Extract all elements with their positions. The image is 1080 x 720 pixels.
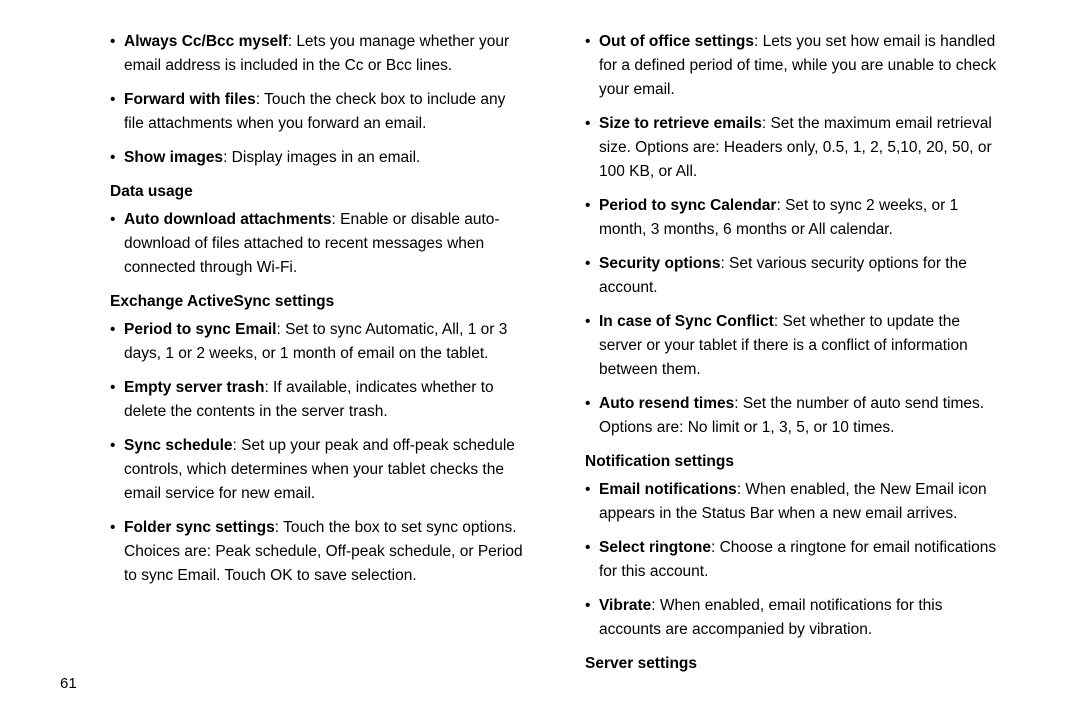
list-item: Size to retrieve emails: Set the maximum… [585, 112, 1000, 184]
list-item: Always Cc/Bcc myself: Lets you manage wh… [110, 30, 525, 78]
list-item: Folder sync settings: Touch the box to s… [110, 516, 525, 588]
page-number: 61 [60, 675, 77, 692]
list-item: Select ringtone: Choose a ringtone for e… [585, 536, 1000, 584]
list-exchange-activesync: Period to sync Email: Set to sync Automa… [110, 318, 525, 588]
left-column: Always Cc/Bcc myself: Lets you manage wh… [40, 30, 555, 700]
heading-server-settings: Server settings [585, 652, 1000, 676]
heading-exchange-activesync: Exchange ActiveSync settings [110, 290, 525, 314]
heading-data-usage: Data usage [110, 180, 525, 204]
list-item: Auto resend times: Set the number of aut… [585, 392, 1000, 440]
manual-page: Always Cc/Bcc myself: Lets you manage wh… [0, 0, 1080, 720]
list-notification-settings: Email notifications: When enabled, the N… [585, 478, 1000, 642]
list-item: Vibrate: When enabled, email notificatio… [585, 594, 1000, 642]
list-item: Security options: Set various security o… [585, 252, 1000, 300]
list-item: Forward with files: Touch the check box … [110, 88, 525, 136]
list-item: Empty server trash: If available, indica… [110, 376, 525, 424]
list-item: Sync schedule: Set up your peak and off-… [110, 434, 525, 506]
list-item: Email notifications: When enabled, the N… [585, 478, 1000, 526]
list-top: Always Cc/Bcc myself: Lets you manage wh… [110, 30, 525, 170]
list-item: Out of office settings: Lets you set how… [585, 30, 1000, 102]
list-item: Period to sync Email: Set to sync Automa… [110, 318, 525, 366]
list-item: In case of Sync Conflict: Set whether to… [585, 310, 1000, 382]
list-data-usage: Auto download attachments: Enable or dis… [110, 208, 525, 280]
heading-notification-settings: Notification settings [585, 450, 1000, 474]
right-column: Out of office settings: Lets you set how… [555, 30, 1040, 700]
list-item: Auto download attachments: Enable or dis… [110, 208, 525, 280]
list-exchange-activesync-cont: Out of office settings: Lets you set how… [585, 30, 1000, 440]
list-item: Show images: Display images in an email. [110, 146, 525, 170]
list-item: Period to sync Calendar: Set to sync 2 w… [585, 194, 1000, 242]
